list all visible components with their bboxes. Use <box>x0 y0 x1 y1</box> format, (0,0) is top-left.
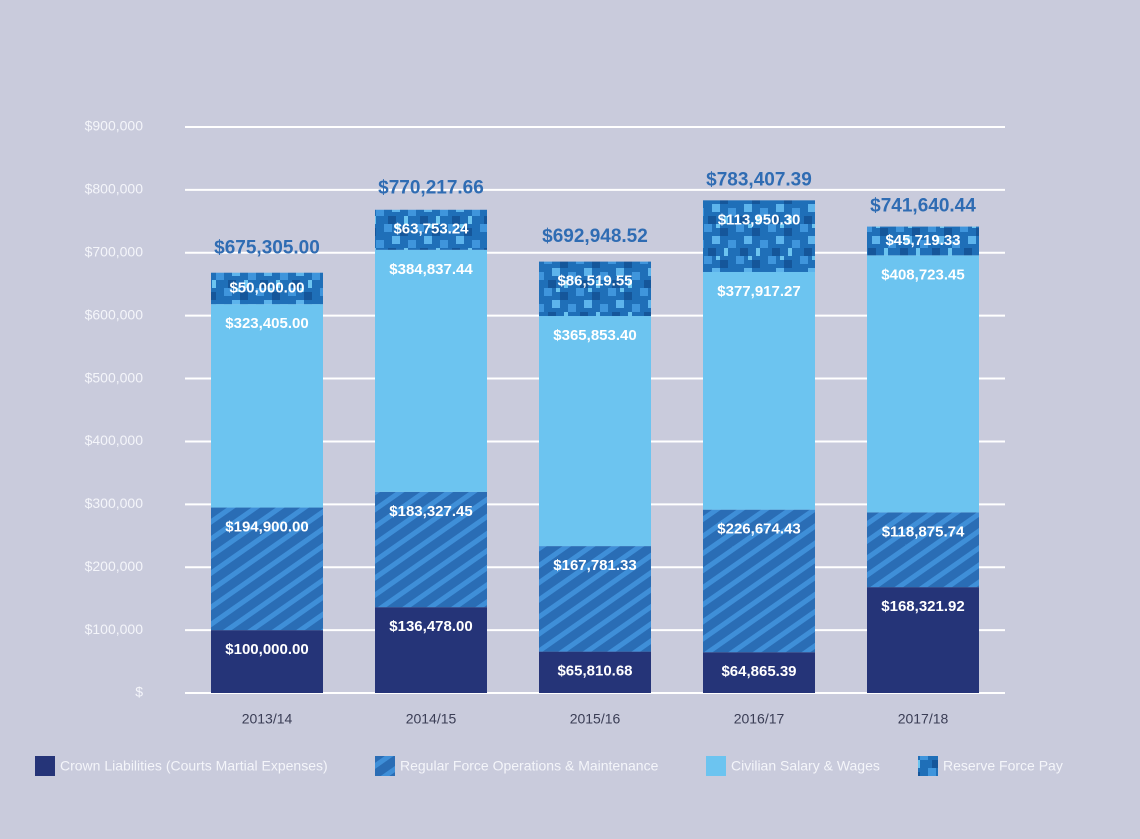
bar-segment <box>211 304 323 508</box>
x-tick-label: 2016/17 <box>734 711 785 727</box>
bar-segment <box>375 209 487 250</box>
y-tick-label: $200,000 <box>85 558 144 574</box>
x-tick-label: 2014/15 <box>406 711 457 727</box>
y-tick-label: $300,000 <box>85 495 144 511</box>
value-label: $384,837.44 <box>389 261 473 278</box>
value-label: $365,853.40 <box>553 327 636 344</box>
y-tick-label: $800,000 <box>85 181 144 197</box>
labels: $ $100,000 $200,000 $300,000 $400,000 $500,00… <box>85 118 977 727</box>
bars <box>211 200 979 693</box>
bar-segment <box>539 651 651 693</box>
bar-segment <box>211 507 323 631</box>
value-label: $168,321.92 <box>881 598 964 615</box>
legend-label: Reserve Force Pay <box>943 758 1063 774</box>
value-label: $167,781.33 <box>553 557 636 574</box>
bar-segment <box>375 607 487 693</box>
total-label: $783,407.39 <box>706 169 812 190</box>
legend-swatch <box>375 756 395 776</box>
total-label: $741,640.44 <box>870 196 976 217</box>
value-label: $408,723.45 <box>881 266 964 283</box>
value-label: $113,950.30 <box>718 211 801 228</box>
x-tick-label: 2015/16 <box>570 711 621 727</box>
total-label: $675,305.00 <box>214 237 320 258</box>
value-label: $50,000.00 <box>229 279 304 296</box>
legend-swatch <box>35 756 55 776</box>
x-tick-label: 2013/14 <box>242 711 293 727</box>
bar-segment <box>703 509 815 653</box>
value-label: $194,900.00 <box>225 519 308 536</box>
bar-segment <box>703 200 815 272</box>
value-label: $226,674.43 <box>717 521 800 538</box>
y-tick-label: $900,000 <box>85 118 144 134</box>
x-tick-label: 2017/18 <box>898 711 949 727</box>
bar-segment <box>867 587 979 693</box>
bar-segment <box>539 261 651 317</box>
value-label: $45,719.33 <box>885 232 960 249</box>
value-label: $100,000.00 <box>225 641 308 658</box>
y-tick-label: $500,000 <box>85 369 144 385</box>
bar-segment <box>211 630 323 693</box>
legend-swatch <box>706 756 726 776</box>
bar-segment <box>867 226 979 256</box>
bar-segment <box>703 271 815 510</box>
value-label: $64,865.39 <box>721 663 796 680</box>
bar-segment <box>539 546 651 652</box>
value-label: $323,405.00 <box>225 315 308 332</box>
y-tick-label: $ <box>135 684 143 700</box>
value-label: $136,478.00 <box>389 618 472 635</box>
y-tick-label: $100,000 <box>85 621 144 637</box>
value-label: $65,810.68 <box>557 663 632 680</box>
value-label: $118,875.74 <box>882 523 965 540</box>
legend-label: Civilian Salary & Wages <box>731 758 880 774</box>
bar-segment <box>375 491 487 608</box>
bar-segment <box>539 316 651 547</box>
value-label: $183,327.45 <box>389 503 472 520</box>
total-label: $770,217.66 <box>378 178 484 199</box>
legend-label: Crown Liabilities (Courts Martial Expens… <box>60 758 328 774</box>
value-label: $86,519.55 <box>557 273 632 290</box>
bar-segment <box>211 272 323 305</box>
y-tick-label: $400,000 <box>85 432 144 448</box>
y-tick-label: $600,000 <box>85 306 144 322</box>
value-label: $377,917.27 <box>717 283 800 300</box>
y-tick-label: $700,000 <box>85 243 144 259</box>
bar-segment <box>703 652 815 693</box>
bar-segment <box>867 255 979 513</box>
total-label: $692,948.52 <box>542 226 648 247</box>
bar-segment <box>867 512 979 588</box>
legend: Crown Liabilities (Courts Martial Expens… <box>35 756 1063 776</box>
bar-segment <box>375 249 487 492</box>
value-label: $63,753.24 <box>393 221 469 238</box>
legend-swatch <box>918 756 938 776</box>
legend-label: Regular Force Operations & Maintenance <box>400 758 659 774</box>
